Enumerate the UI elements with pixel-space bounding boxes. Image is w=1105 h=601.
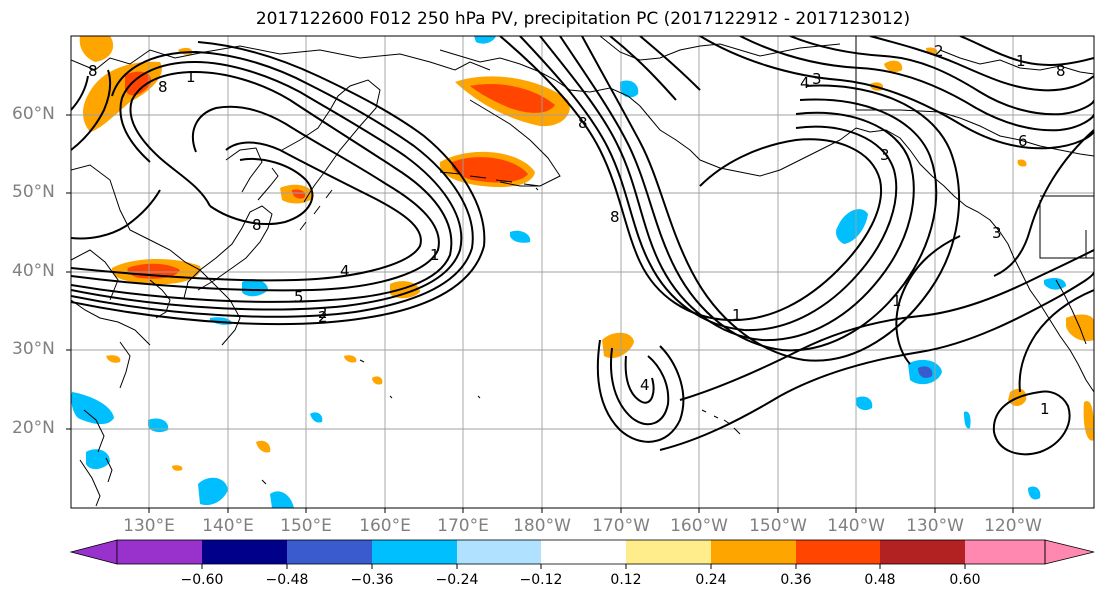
contour-label: 8 <box>158 78 168 96</box>
colorbar-segment <box>965 540 1045 564</box>
lon-label: 160°E <box>359 516 411 536</box>
colorbar-extend-high <box>1044 539 1095 565</box>
contour-label: 2 <box>318 308 328 326</box>
colorbar-segment <box>796 540 880 564</box>
lon-label: 140°E <box>202 516 254 536</box>
colorbar-tick-label: −0.36 <box>350 572 394 588</box>
colorbar-tick-label: −0.60 <box>180 572 224 588</box>
contour-labels: 8 1 8 5 2 4 1 8 8 2 4 3 3 6 1 1 4 1 3 8 … <box>88 42 1066 418</box>
lon-label: 130°W <box>906 516 964 536</box>
colorbar-segment <box>202 540 287 564</box>
pv-contours <box>71 36 1094 456</box>
contour-label: 1 <box>430 246 440 264</box>
colorbar-tick-label: −0.48 <box>265 572 309 588</box>
lon-label: 120°W <box>984 516 1042 536</box>
colorbar-tick-label: 0.36 <box>780 572 812 588</box>
axis-ticks <box>66 114 1014 513</box>
contour-label: 4 <box>800 74 810 92</box>
lat-label-40n: 40°N <box>12 261 55 281</box>
lat-label-30n: 30°N <box>12 339 55 359</box>
contour-label: 4 <box>340 262 350 280</box>
colorbar-segment <box>287 540 372 564</box>
positive-precip-anomaly <box>79 36 1094 471</box>
lon-label: 170°E <box>437 516 489 536</box>
contour-label: 3 <box>880 146 890 164</box>
lon-label: 150°E <box>280 516 332 536</box>
contour-label: 5 <box>294 288 304 306</box>
colorbar-segment <box>711 540 796 564</box>
colorbar <box>69 539 1095 569</box>
colorbar-segment <box>457 540 541 564</box>
colorbar-frame <box>116 539 1046 565</box>
colorbar-tick-label: 0.12 <box>610 572 642 588</box>
contour-label: 6 <box>1018 132 1028 150</box>
lon-label: 160°W <box>670 516 728 536</box>
lon-label: 150°W <box>749 516 807 536</box>
colorbar-tick-label: 0.60 <box>949 572 981 588</box>
map-plot-area: 8 1 8 5 2 4 1 8 8 2 4 3 3 6 1 1 4 1 3 8 … <box>71 36 1094 508</box>
lon-label: 140°W <box>827 516 885 536</box>
precip-anomaly-shading <box>71 36 1094 508</box>
lat-label-50n: 50°N <box>12 182 55 202</box>
colorbar-tick-label: 0.48 <box>864 572 896 588</box>
contour-label: 1 <box>1040 400 1050 418</box>
contour-label: 3 <box>812 70 822 88</box>
contour-label: 8 <box>88 62 98 80</box>
contour-label: 1 <box>1016 52 1026 70</box>
contour-label: 8 <box>252 216 262 234</box>
colorbar-segment <box>626 540 711 564</box>
contour-label: 1 <box>892 292 902 310</box>
lon-label: 170°W <box>592 516 650 536</box>
contour-label: 8 <box>1056 62 1066 80</box>
lon-label: 180°W <box>513 516 571 536</box>
contour-label: 4 <box>640 376 650 394</box>
colorbar-segment <box>372 540 457 564</box>
contour-label: 8 <box>610 208 620 226</box>
contour-label: 2 <box>934 42 944 60</box>
map-title: 2017122600 F012 250 hPa PV, precipitatio… <box>255 9 911 29</box>
graticule <box>71 36 1094 508</box>
negative-precip-anomaly <box>71 36 1066 508</box>
coastlines <box>71 36 1094 507</box>
colorbar-ticks <box>201 564 966 569</box>
contour-label: 2 <box>318 304 328 322</box>
contour-label: 8 <box>578 114 588 132</box>
contour-label: 1 <box>732 306 742 324</box>
colorbar-tick-label: 0.24 <box>695 572 727 588</box>
colorbar-segment <box>541 540 626 564</box>
lat-label-60n: 60°N <box>12 104 55 124</box>
colorbar-segment <box>880 540 965 564</box>
contour-label: 1 <box>186 68 196 86</box>
contour-label: 3 <box>992 224 1002 242</box>
colorbar-tick-label: −0.12 <box>519 572 563 588</box>
colorbar-tick-label: −0.24 <box>435 572 479 588</box>
lat-label-20n: 20°N <box>12 418 55 438</box>
colorbar-extend-low <box>69 539 118 565</box>
lon-label: 130°E <box>123 516 175 536</box>
colorbar-segment <box>117 540 202 564</box>
